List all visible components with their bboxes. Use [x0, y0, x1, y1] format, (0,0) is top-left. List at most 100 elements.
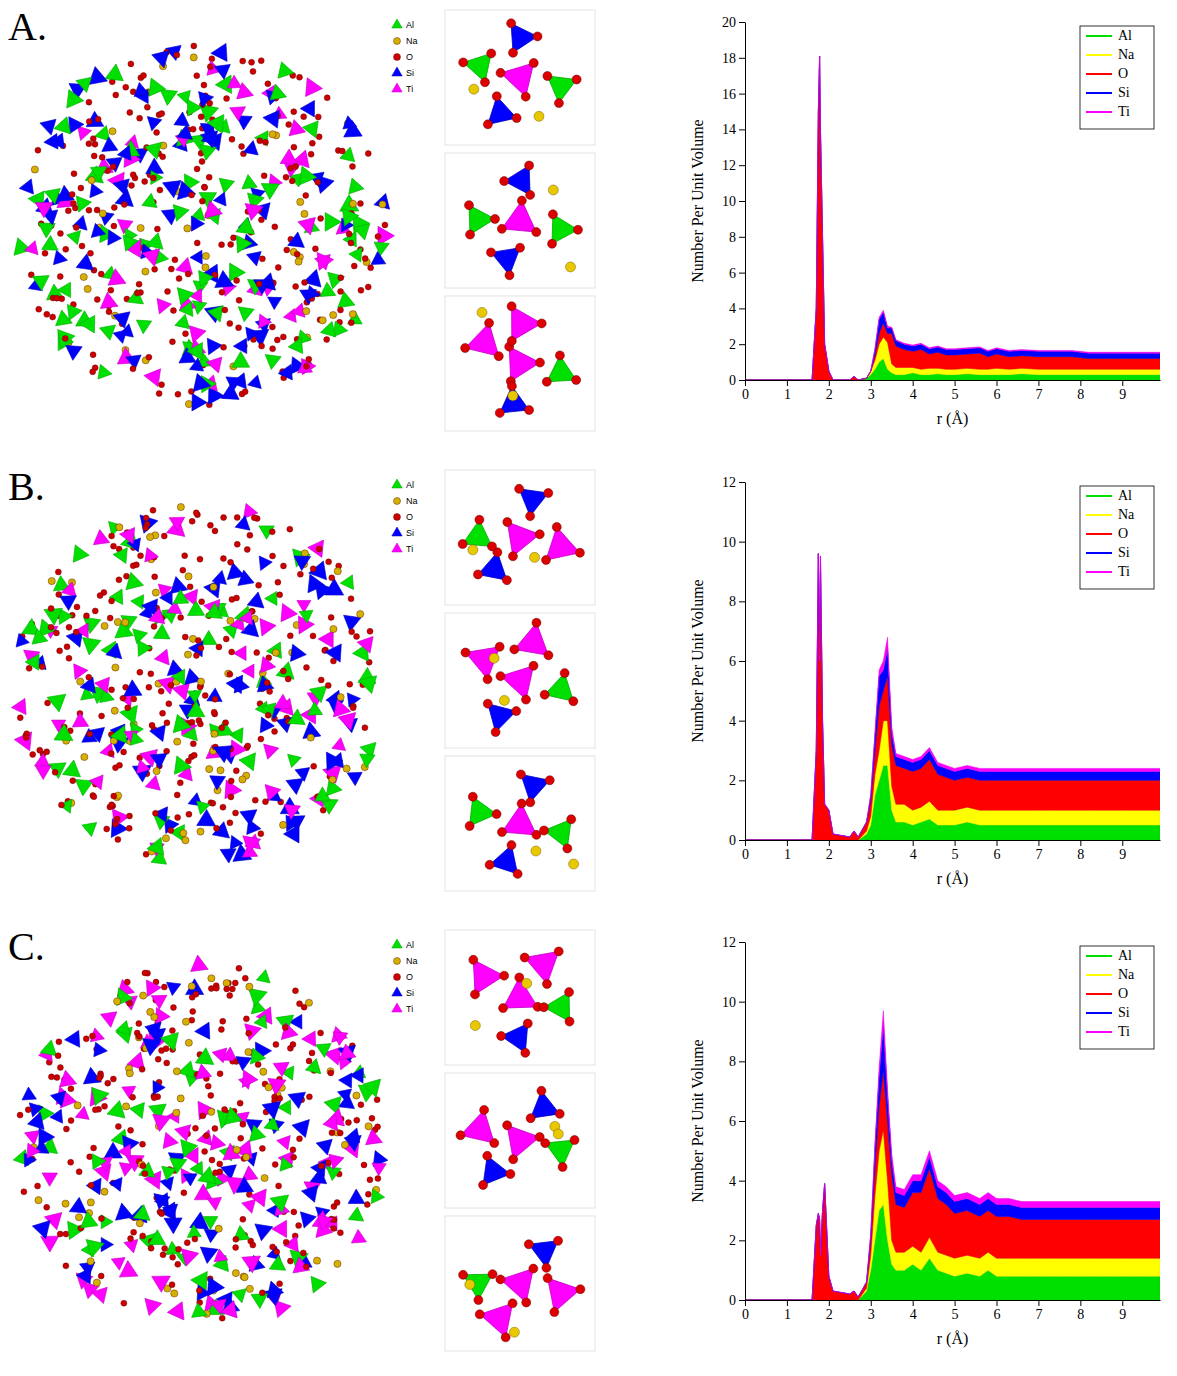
- atom-glyph: [86, 119, 92, 125]
- polyhedron-glyph: [67, 231, 81, 245]
- atom-glyph: [81, 753, 88, 760]
- polyhedron-glyph: [198, 1101, 215, 1119]
- fragment-polyhedron: [502, 804, 537, 835]
- atom-glyph: [48, 1074, 54, 1080]
- atom-glyph: [212, 696, 218, 702]
- polyhedron-glyph: [295, 768, 310, 782]
- x-tick-mark: [829, 840, 830, 846]
- atom-glyph: [234, 278, 240, 284]
- polyhedron-glyph: [69, 117, 84, 134]
- fragment-oxygen: [503, 1121, 512, 1130]
- atom-glyph: [324, 95, 330, 101]
- atom-glyph: [239, 776, 246, 783]
- polyhedron-glyph: [81, 1212, 99, 1228]
- fragment-polyhedron: [546, 527, 580, 560]
- polyhedron-glyph: [172, 683, 189, 701]
- atom-glyph: [151, 1095, 157, 1101]
- area-series: [745, 554, 1160, 840]
- polyhedron-glyph: [167, 1302, 184, 1320]
- atom-glyph: [270, 553, 276, 559]
- atom-glyph: [303, 307, 310, 314]
- x-tick-mark: [997, 380, 998, 386]
- atom-glyph: [87, 250, 93, 256]
- polyhedron-glyph: [343, 232, 357, 247]
- polyhedron-glyph: [173, 714, 191, 732]
- atom-glyph: [375, 233, 381, 239]
- fragment-oxygen: [470, 990, 479, 999]
- atom-glyph: [326, 559, 332, 565]
- polyhedron-glyph: [117, 146, 131, 161]
- legend-glyph: [394, 38, 401, 45]
- atom-glyph: [297, 74, 303, 80]
- atom-glyph: [87, 1258, 94, 1265]
- y-tick: 2: [729, 337, 745, 352]
- atom-glyph: [264, 680, 270, 686]
- polyhedron-glyph: [207, 338, 222, 355]
- atom-glyph: [273, 1041, 279, 1047]
- fragment-frame: [445, 10, 595, 145]
- y-tick-mark: [739, 661, 745, 662]
- polyhedron-glyph: [149, 78, 166, 96]
- polyhedron-glyph: [142, 193, 157, 207]
- atom-glyph: [303, 665, 309, 671]
- polyhedron-glyph: [92, 1154, 106, 1170]
- fragment-oxygen: [495, 408, 504, 417]
- polyhedron-glyph: [236, 1177, 253, 1193]
- polyhedron-glyph: [169, 517, 185, 531]
- atom-glyph: [291, 109, 297, 115]
- atom-glyph: [258, 831, 264, 837]
- fragment-oxygen: [526, 798, 535, 807]
- polyhedron-glyph: [100, 292, 118, 308]
- atom-glyph: [64, 644, 70, 650]
- polyhedron-glyph: [264, 1116, 279, 1130]
- atom-glyph: [86, 99, 92, 105]
- legend-label: Na: [1118, 507, 1135, 522]
- polyhedron-glyph: [294, 556, 311, 571]
- y-tick-label: 12: [722, 475, 736, 490]
- atom-glyph: [357, 611, 364, 618]
- y-tick-mark: [739, 380, 745, 381]
- polyhedron-glyph: [54, 117, 71, 134]
- polyhedron-glyph: [127, 289, 143, 304]
- polyhedron-glyph: [288, 1092, 306, 1108]
- legend-swatch: [1086, 54, 1112, 56]
- polyhedron-glyph: [372, 1163, 386, 1176]
- structure-legend-label: Na: [406, 496, 418, 506]
- polyhedron-glyph: [102, 137, 118, 152]
- atom-glyph: [176, 1246, 182, 1252]
- fragment-oxygen: [497, 828, 506, 837]
- atom-glyph: [169, 1028, 175, 1034]
- atom-glyph: [212, 1126, 218, 1132]
- polyhedron-glyph: [229, 728, 243, 744]
- fragment-oxygen: [563, 844, 572, 853]
- atom-glyph: [190, 1008, 196, 1014]
- atom-glyph: [189, 192, 195, 198]
- polyhedron-glyph: [100, 325, 116, 340]
- polyhedron-glyph: [153, 1081, 165, 1095]
- atom-glyph: [349, 311, 356, 318]
- atom-glyph: [154, 129, 160, 135]
- x-tick: 2: [826, 1300, 833, 1322]
- structure-legend: AlNaOSiTi: [392, 479, 418, 554]
- atom-glyph: [57, 274, 63, 280]
- atom-glyph: [240, 1216, 246, 1222]
- fragment-sodium: [522, 978, 532, 988]
- polyhedron-glyph: [79, 315, 94, 333]
- atom-glyph: [191, 43, 197, 49]
- atom-glyph: [328, 614, 334, 620]
- atom-glyph: [250, 1242, 256, 1248]
- atom-glyph: [96, 1075, 102, 1081]
- atom-glyph: [165, 288, 171, 294]
- atom-glyph: [158, 688, 164, 694]
- fragment-oxygen: [542, 1263, 551, 1272]
- fragment-oxygen: [555, 351, 564, 360]
- x-tick-mark: [1122, 380, 1123, 386]
- fragment-oxygen: [542, 980, 551, 989]
- polyhedron-glyph: [278, 364, 292, 380]
- atom-glyph: [17, 715, 23, 721]
- x-tick-label: 4: [910, 847, 917, 862]
- fragment-oxygen: [569, 697, 578, 706]
- atom-glyph: [121, 1300, 127, 1306]
- y-tick-mark: [739, 344, 745, 345]
- atom-glyph: [265, 81, 271, 87]
